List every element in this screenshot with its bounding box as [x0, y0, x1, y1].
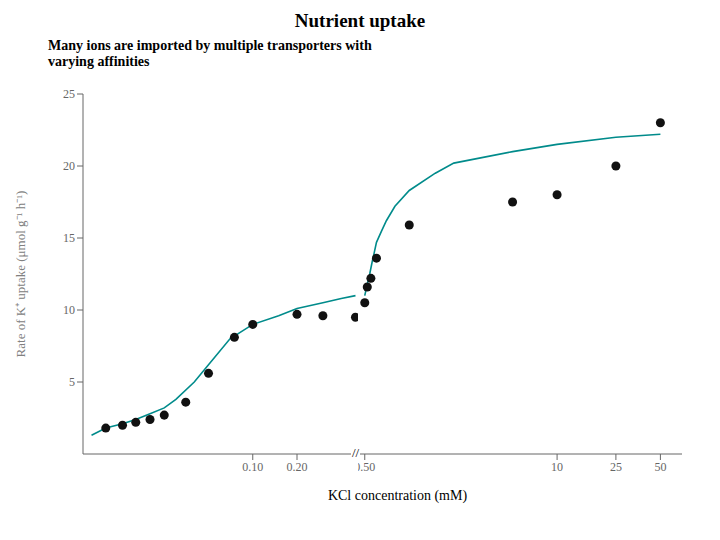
svg-text:25: 25 [610, 460, 622, 474]
svg-text:0.10: 0.10 [242, 460, 263, 474]
html-text:KCl concentration (mM): KCl concentration (mM) [327, 488, 468, 503]
svg-text:0.50: 0.50 [358, 460, 375, 474]
svg-text:10: 10 [551, 460, 563, 474]
html-text:Nutrient uptake: Nutrient uptake [294, 10, 426, 31]
svg-text:5: 5 [69, 375, 75, 389]
svg-text:0.20: 0.20 [287, 460, 308, 474]
svg-text:50: 50 [654, 460, 666, 474]
html-text:Many ions are imported by mult: Many ions are imported by multiple trans… [48, 38, 372, 69]
svg-text:25: 25 [63, 87, 75, 101]
svg-text:Rate of K⁺ uptake (μmol g⁻¹ h⁻: Rate of K⁺ uptake (μmol g⁻¹ h⁻¹) [13, 191, 28, 358]
svg-text:20: 20 [63, 159, 75, 173]
svg-text:10: 10 [63, 303, 75, 317]
svg-text:15: 15 [63, 231, 75, 245]
